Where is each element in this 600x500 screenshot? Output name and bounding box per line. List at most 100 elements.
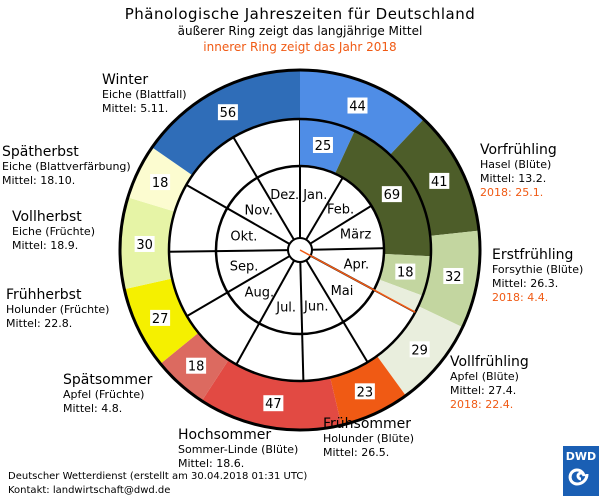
label-winter: Winter Eiche (Blattfall) Mittel: 5.11. <box>102 72 187 116</box>
season-2018: 2018: 4.4. <box>492 291 549 304</box>
ring-border <box>167 117 433 383</box>
outer-days-label: 18 <box>188 360 205 375</box>
season-plant: Forsythie (Blüte) <box>492 263 584 276</box>
season-name: Vollherbst <box>12 209 82 225</box>
season-plant: Holunder (Früchte) <box>6 303 110 316</box>
outer-days-label: 18 <box>152 176 169 191</box>
ring-border <box>118 68 482 432</box>
season-mean: Mittel: 22.8. <box>6 317 73 330</box>
inner-days-label-box <box>395 263 416 280</box>
season-mean: Mittel: 26.3. <box>492 277 559 290</box>
month-label: Nov. <box>244 203 273 218</box>
label-vorfruehling: Vorfrühling Hasel (Blüte) Mittel: 13.2. … <box>480 142 557 200</box>
dwd-logo: DWD <box>563 446 599 496</box>
outer-days-label-box <box>150 309 171 326</box>
ring-border <box>214 164 386 336</box>
season-name: Spätherbst <box>2 144 79 160</box>
season-name: Vorfrühling <box>480 142 557 158</box>
season-plant: Sommer-Linde (Blüte) <box>178 443 299 456</box>
month-label: Mai <box>331 284 354 299</box>
month-spoke <box>235 259 296 365</box>
season-mean: Mittel: 13.2. <box>480 172 547 185</box>
outer-days-label-box <box>354 383 375 400</box>
outer-days-label: 23 <box>357 385 374 400</box>
season-plant: Eiche (Blattfall) <box>102 88 187 101</box>
footer-credit: Deutscher Wetterdienst (erstellt am 30.0… <box>8 471 308 482</box>
month-label: März <box>340 228 372 243</box>
outer-days-label: 30 <box>136 238 153 253</box>
season-mean: Mittel: 4.8. <box>63 402 123 415</box>
outer-segment <box>201 359 342 431</box>
outer-days-label-box <box>263 395 284 412</box>
outer-days-label-box <box>186 357 207 374</box>
month-spoke <box>299 261 305 381</box>
season-name: Frühsommer <box>323 416 412 432</box>
month-label: Okt. <box>230 229 257 244</box>
season-mean: Mittel: 18.10. <box>2 174 76 187</box>
label-erstfruehling: Erstfrühling Forsythie (Blüte) Mittel: 2… <box>492 247 583 305</box>
month-spoke <box>305 259 369 363</box>
month-label: Feb. <box>327 203 354 218</box>
chart-title: Phänologische Jahreszeiten für Deutschla… <box>124 5 476 23</box>
month-label: Apr. <box>344 258 369 273</box>
outer-days-label: 32 <box>445 270 462 285</box>
swirl-icon <box>568 468 589 486</box>
inner-days-label-box <box>312 136 333 153</box>
label-fruehherbst: Frühherbst Holunder (Früchte) Mittel: 22… <box>6 287 109 331</box>
label-spaetherbst: Spätherbst Eiche (Blattverfärbung) Mitte… <box>2 144 131 188</box>
outer-days-label: 56 <box>220 106 237 121</box>
month-label: Dez. <box>270 188 299 203</box>
season-mean: Mittel: 26.5. <box>323 446 390 459</box>
outer-days-label-box <box>409 341 430 358</box>
label-spaetsommer: Spätsommer Apfel (Früchte) Mittel: 4.8. <box>63 372 152 416</box>
subtitle-outer-ring: äußerer Ring zeigt das langjährige Mitte… <box>177 24 423 38</box>
season-name: Vollfrühling <box>450 354 529 370</box>
outer-days-label: 44 <box>349 100 366 115</box>
current-date-marker <box>299 249 416 313</box>
season-plant: Eiche (Blattverfärbung) <box>2 160 131 173</box>
footer-contact[interactable]: Kontakt: landwirtschaft@dwd.de <box>8 485 171 496</box>
inner-days-label: 69 <box>384 188 401 203</box>
month-spoke <box>186 255 291 318</box>
month-label: Jul. <box>275 300 296 315</box>
season-plant: Hasel (Blüte) <box>480 158 552 171</box>
label-hochsommer: Hochsommer Sommer-Linde (Blüte) Mittel: … <box>178 427 298 471</box>
month-spoke <box>168 249 289 253</box>
outer-days-label: 27 <box>152 312 169 327</box>
season-mean: Mittel: 27.4. <box>450 384 517 397</box>
outer-segment <box>152 69 300 176</box>
outer-days-label-box <box>134 235 155 252</box>
season-mean: Mittel: 5.11. <box>102 102 169 115</box>
season-name: Winter <box>102 72 149 88</box>
month-label: Aug. <box>245 285 275 300</box>
outer-days-label: 29 <box>411 343 428 358</box>
season-name: Frühherbst <box>6 287 82 303</box>
inner-days-label: 18 <box>397 266 414 281</box>
outer-days-label-box <box>150 174 171 191</box>
month-label: Jan. <box>302 188 327 203</box>
inner-days-label: 25 <box>315 139 332 154</box>
month-spoke <box>232 136 295 241</box>
outer-days-label-box <box>429 172 450 189</box>
season-plant: Apfel (Blüte) <box>450 370 519 383</box>
season-name: Hochsommer <box>178 427 272 443</box>
outer-days-label: 47 <box>265 397 282 412</box>
label-vollherbst: Vollherbst Eiche (Früchte) Mittel: 18.9. <box>12 209 95 253</box>
season-2018: 2018: 25.1. <box>480 186 544 199</box>
outer-days-label-box <box>347 97 368 114</box>
label-vollfruehling: Vollfrühling Apfel (Blüte) Mittel: 27.4.… <box>450 354 529 412</box>
season-name: Spätsommer <box>63 372 153 388</box>
season-name: Erstfrühling <box>492 247 574 263</box>
month-spoke <box>185 183 291 245</box>
season-mean: Mittel: 18.6. <box>178 457 245 470</box>
label-fruehsommer: Frühsommer Holunder (Blüte) Mittel: 26.5… <box>323 416 414 460</box>
season-2018: 2018: 22.4. <box>450 398 514 411</box>
month-label: Sep. <box>230 260 259 275</box>
inner-segment <box>374 279 423 313</box>
outer-days-label: 41 <box>431 175 448 190</box>
season-plant: Eiche (Früchte) <box>12 225 95 238</box>
month-label: Jun. <box>303 300 328 315</box>
footer: Deutscher Wetterdienst (erstellt am 30.0… <box>8 470 307 498</box>
dwd-logo-text: DWD <box>565 450 597 463</box>
